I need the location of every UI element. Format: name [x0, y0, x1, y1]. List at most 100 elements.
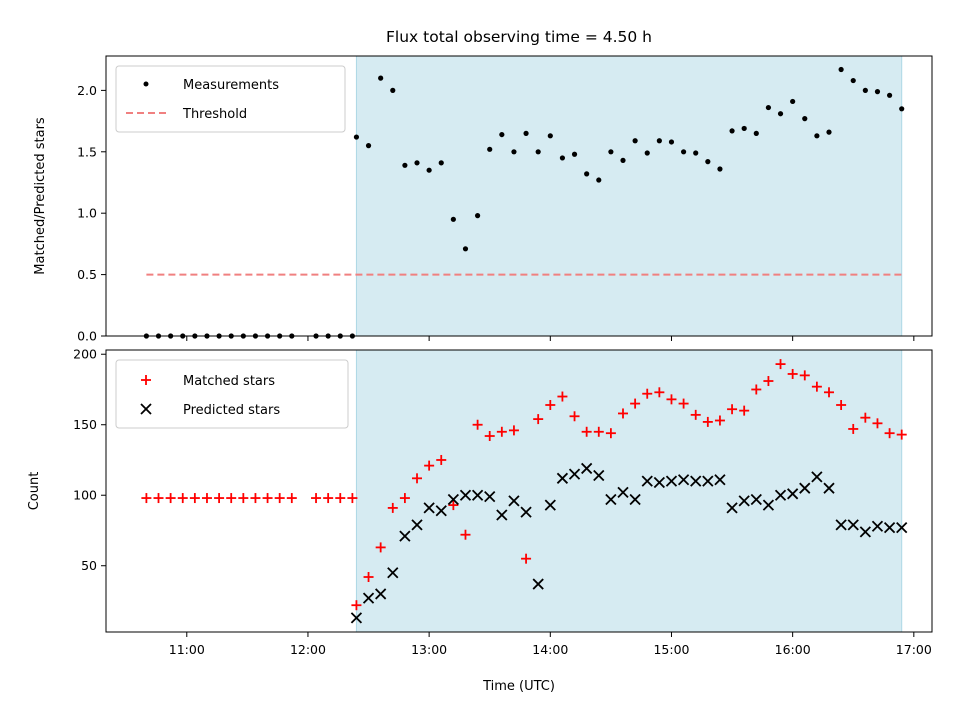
measurement-point [499, 131, 505, 138]
matched-star-point [678, 398, 689, 409]
measurement-point [765, 104, 772, 111]
x-tick-label: 12:00 [290, 642, 326, 657]
matched-star-point [605, 428, 616, 439]
measurement-point [596, 177, 602, 183]
matched-star-point [860, 412, 871, 423]
predicted-star-point [641, 475, 653, 487]
matched-star-point [387, 502, 398, 513]
measurement-point [523, 130, 529, 136]
matched-star-point [884, 428, 895, 439]
matched-star-point [189, 493, 200, 504]
matched-star-point [460, 529, 471, 540]
predicted-star-point [387, 567, 399, 579]
measurement-point [693, 150, 699, 156]
measurement-point [414, 160, 420, 166]
bottom-axes-frame [105, 349, 933, 633]
predicted-star-point [605, 493, 617, 506]
predicted-star-point [411, 519, 423, 531]
observing-interval-shade [355, 55, 903, 337]
matched-star-point [363, 572, 374, 583]
matched-star-point [763, 376, 774, 387]
matched-star-point [642, 388, 653, 399]
matched-star-point [751, 384, 762, 395]
matched-star-point [274, 493, 285, 504]
matched-star-point [472, 419, 483, 430]
measurement-point [862, 87, 868, 93]
predicted-star-point [762, 499, 775, 511]
observing-interval-shade-bottom [355, 349, 903, 633]
measurement-point [487, 146, 493, 152]
predicted-star-point [435, 505, 447, 517]
measurement-point [571, 151, 578, 157]
matched-star-point [165, 493, 176, 504]
measurement-point [826, 129, 832, 135]
matched-star-point [702, 416, 713, 427]
matched-star-point [690, 409, 701, 420]
measurement-point [729, 128, 735, 134]
predicted-star-point [581, 462, 593, 475]
matched-star-point [569, 411, 580, 422]
predicted-star-point [568, 468, 581, 480]
matched-star-point [141, 493, 152, 504]
predicted-star-point [859, 526, 871, 538]
matched-star-point [581, 426, 592, 437]
matched-star-point [496, 426, 507, 437]
legend-predicted-label: Predicted stars [183, 403, 280, 418]
legend-matched-marker [141, 375, 151, 385]
bottom-y-tick-label: 100 [73, 488, 97, 503]
x-tick-label: 14:00 [532, 642, 568, 657]
matched-star-point [824, 387, 835, 398]
measurement-point [462, 246, 469, 252]
predicted-star-point [835, 519, 847, 531]
legend-matched-label: Matched stars [183, 374, 275, 389]
matched-star-point [412, 473, 423, 484]
matched-star-point [375, 542, 386, 553]
predicted-star-point [811, 471, 823, 483]
matched-star-point [286, 493, 297, 504]
x-tick-label: 17:00 [896, 642, 932, 657]
predicted-star-point [690, 475, 702, 487]
predicted-star-point [738, 495, 750, 507]
measurement-point [668, 139, 675, 145]
measurement-point [511, 149, 517, 155]
matched-star-point [484, 431, 495, 442]
predicted-star-point [556, 472, 569, 484]
top-y-tick-label: 0.0 [77, 329, 97, 344]
matched-star-point [201, 493, 212, 504]
predicted-star-point [799, 482, 811, 494]
matched-star-point [335, 493, 346, 504]
predicted-star-point [496, 509, 508, 521]
matched-star-point [214, 493, 225, 504]
top-panel: Flux total observing time = 4.50 h 0.00.… [33, 28, 933, 344]
predicted-star-point [677, 474, 690, 486]
matched-star-point [226, 493, 237, 504]
measurement-point [632, 138, 638, 144]
measurement-point [838, 66, 844, 73]
matched-star-point [654, 387, 665, 398]
matched-star-point [424, 460, 435, 471]
matched-star-point [238, 493, 249, 504]
x-axis-label: Time (UTC) [482, 679, 555, 694]
matched-star-point [896, 429, 907, 440]
predicted-star-point [896, 522, 908, 534]
predicted-star-point [399, 530, 411, 542]
matched-star-point [787, 368, 798, 379]
matched-star-point [727, 404, 738, 415]
bottom-y-tick-label: 200 [73, 347, 97, 362]
predicted-stars-points [350, 462, 908, 624]
top-y-tick-label: 1.0 [77, 206, 97, 221]
matched-star-point [848, 423, 859, 434]
top-y-axis-label: Matched/Predicted stars [33, 117, 48, 275]
predicted-star-point [532, 578, 544, 590]
predicted-star-point [484, 491, 496, 503]
predicted-star-point [508, 495, 520, 507]
measurement-point [790, 98, 796, 105]
matched-star-point [323, 493, 334, 504]
bottom-legend-box [115, 359, 349, 429]
measurement-point [777, 111, 784, 117]
measurement-point [378, 75, 384, 81]
measurement-point [741, 125, 747, 132]
predicted-star-point [629, 493, 641, 506]
matched-star-point [177, 493, 188, 504]
